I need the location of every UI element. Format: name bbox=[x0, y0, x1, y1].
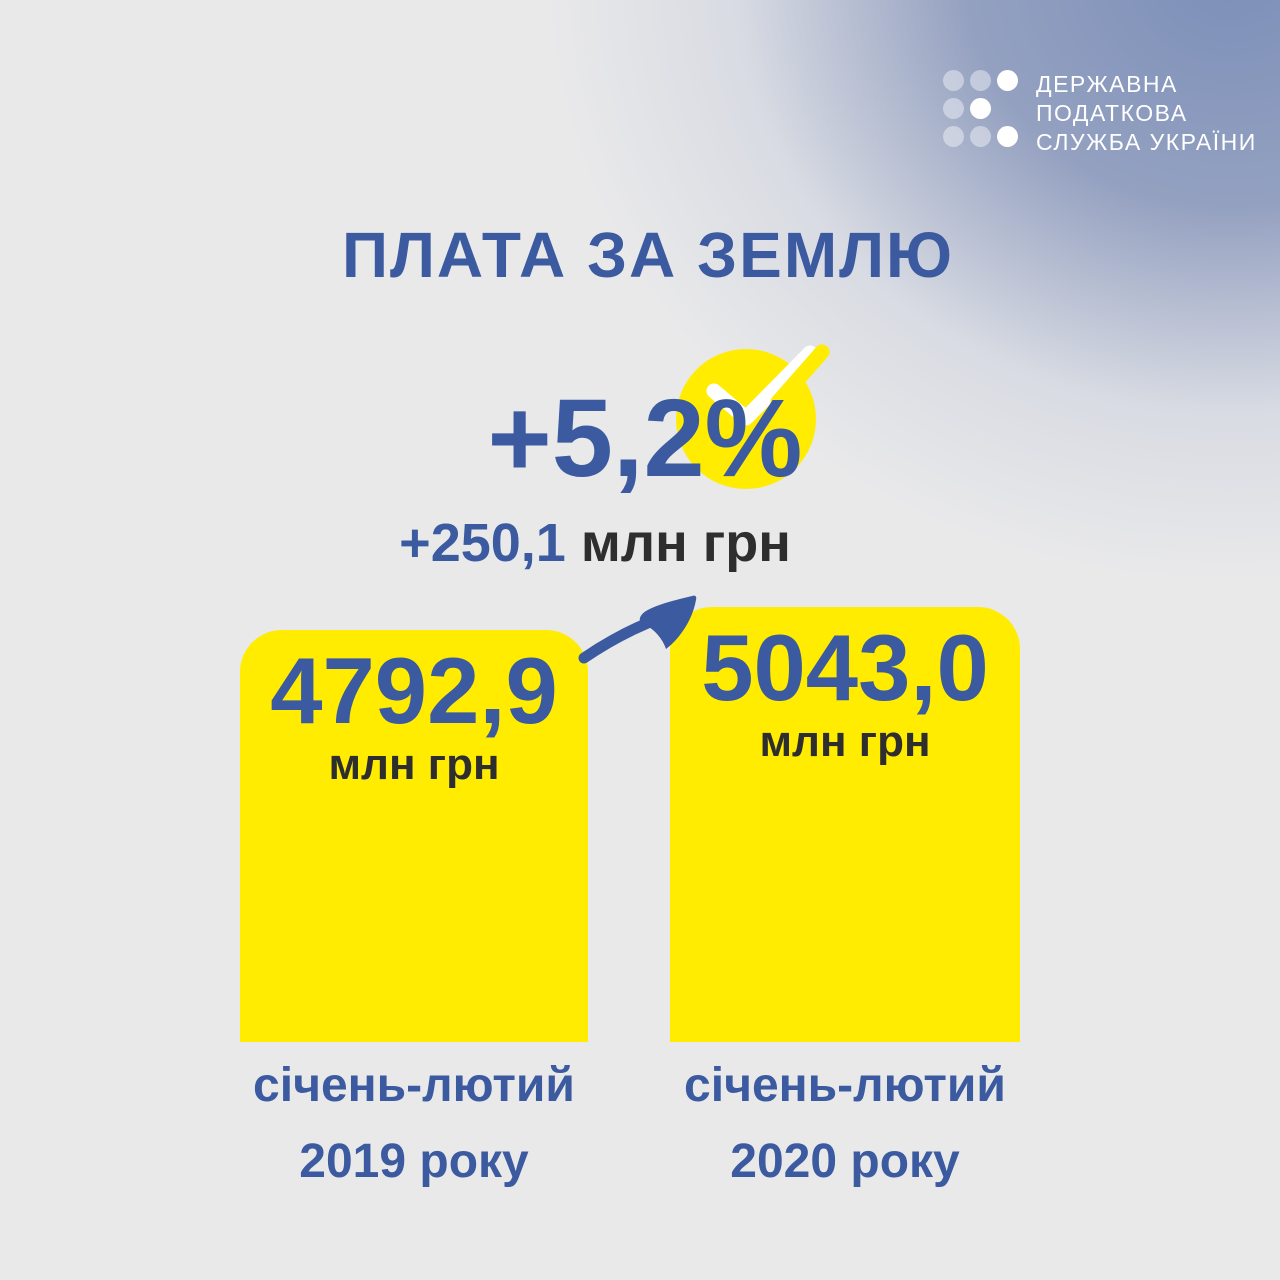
logo-dot bbox=[943, 70, 964, 91]
logo-dot bbox=[970, 126, 991, 147]
logo-dot bbox=[997, 70, 1018, 91]
absolute-growth-unit: млн грн bbox=[565, 513, 791, 573]
bar-2019-value: 4792,9 bbox=[270, 638, 558, 743]
logo-dot bbox=[997, 126, 1018, 147]
logo-dots-icon bbox=[943, 70, 1024, 154]
tax-service-logo: ДЕРЖАВНА ПОДАТКОВА СЛУЖБА УКРАЇНИ bbox=[943, 70, 1257, 157]
percent-growth-value: +5,2% bbox=[487, 377, 803, 500]
bar-2019-unit: млн грн bbox=[328, 740, 500, 789]
logo-text-line1: ДЕРЖАВНА bbox=[1036, 71, 1178, 97]
bar-2020-label-line2: 2020 року bbox=[730, 1135, 960, 1188]
logo-text-line2: ПОДАТКОВА bbox=[1036, 100, 1188, 126]
logo-text: ДЕРЖАВНА ПОДАТКОВА СЛУЖБА УКРАЇНИ bbox=[1036, 70, 1257, 157]
page-title: ПЛАТА ЗА ЗЕМЛЮ bbox=[341, 219, 955, 291]
absolute-growth-line: +250,1 млн грн bbox=[0, 512, 1235, 574]
check-circle-icon bbox=[676, 344, 830, 489]
bar-2019: 4792,9 млн грн bbox=[240, 630, 588, 1042]
logo-text-line3: СЛУЖБА УКРАЇНИ bbox=[1036, 129, 1257, 155]
logo-dot bbox=[997, 98, 1018, 119]
bar-2020-value: 5043,0 bbox=[701, 615, 989, 720]
bar-2019-label: січень-лютий 2019 року bbox=[210, 1062, 618, 1186]
bar-2020: 5043,0 млн грн bbox=[670, 607, 1020, 1042]
bar-2019-label-line2: 2019 року bbox=[299, 1135, 529, 1188]
logo-dot bbox=[970, 70, 991, 91]
logo-dot bbox=[943, 98, 964, 119]
bar-2020-label-line1: січень-лютий bbox=[684, 1059, 1006, 1112]
bar-2020-label: січень-лютий 2020 року bbox=[640, 1062, 1050, 1186]
bar-2020-unit: млн грн bbox=[759, 717, 931, 766]
logo-dot bbox=[943, 126, 964, 147]
bar-2019-label-line1: січень-лютий bbox=[253, 1059, 575, 1112]
absolute-growth-value: +250,1 bbox=[399, 513, 566, 573]
logo-dot bbox=[970, 98, 991, 119]
